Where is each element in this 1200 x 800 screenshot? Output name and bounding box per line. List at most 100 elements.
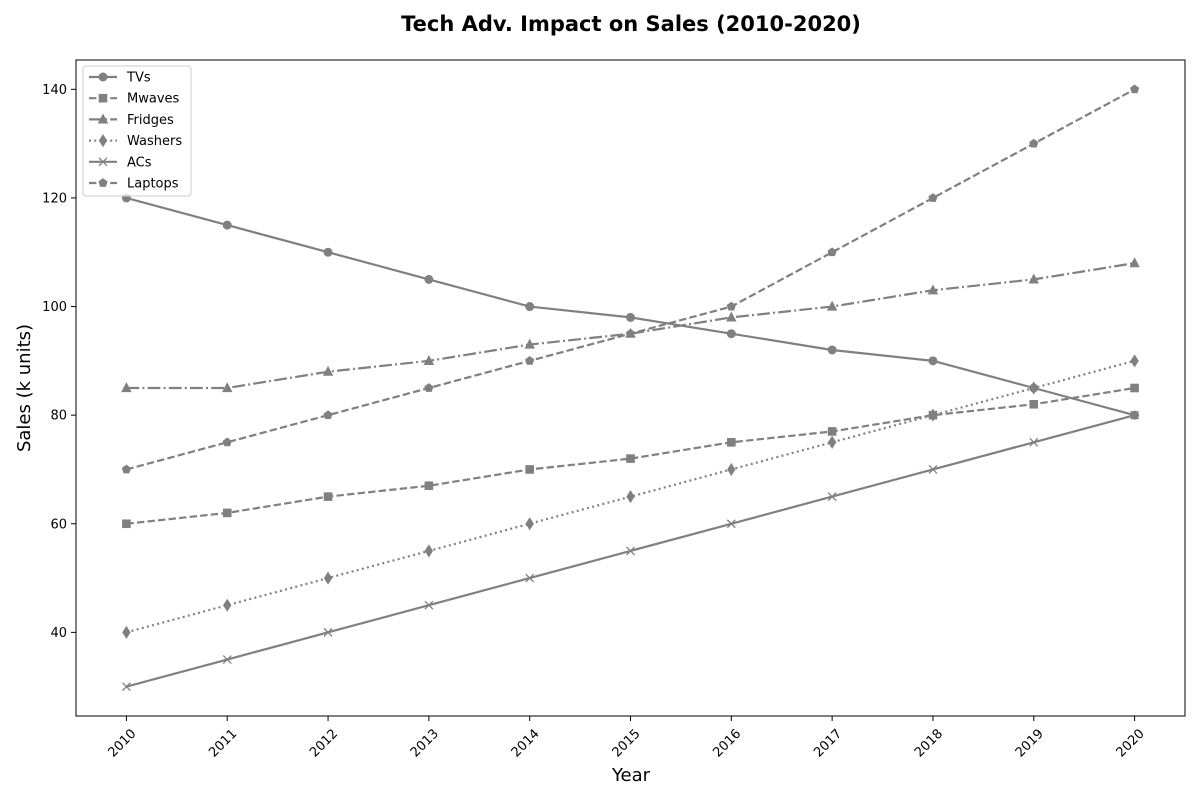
legend-label: Mwaves (127, 92, 180, 107)
legend-marker (98, 134, 108, 148)
data-point-fridges (322, 365, 334, 376)
x-tick-label: 2013 (408, 726, 442, 760)
data-point-washers (323, 571, 333, 585)
data-point-laptops (525, 356, 535, 365)
data-point-acs (1029, 437, 1039, 447)
data-point-washers (223, 598, 232, 612)
data-point-washers (424, 544, 434, 558)
data-point-washers (626, 490, 635, 504)
x-tick-label: 2018 (912, 726, 946, 760)
data-point-mwaves (827, 427, 837, 436)
series-acs (121, 410, 1140, 692)
x-axis-label: Year (611, 765, 651, 786)
data-point-fridges (524, 338, 535, 349)
legend-marker (98, 72, 108, 82)
data-point-fridges (1129, 257, 1140, 268)
x-tick-label: 2011 (206, 726, 240, 760)
y-tick-label: 60 (50, 517, 67, 532)
series-line-washers (126, 359, 1135, 634)
legend-entry-laptops: Laptops (89, 177, 179, 192)
data-point-fridges (1028, 273, 1039, 284)
legend-box (82, 65, 192, 197)
legend-label: ACs (127, 155, 152, 170)
data-point-acs (827, 492, 837, 502)
x-tick-label: 2017 (811, 726, 845, 760)
legend-entry-washers: Washers (89, 134, 182, 149)
legend-label: Fridges (127, 113, 174, 128)
x-tick-label: 2015 (610, 726, 644, 760)
data-point-fridges (927, 284, 939, 295)
y-axis: 40 60 80 100 120 140 (42, 83, 76, 641)
data-point-laptops (323, 410, 333, 420)
legend-marker (98, 178, 108, 187)
data-point-washers (827, 435, 837, 449)
data-point-mwaves (222, 508, 232, 518)
data-point-mwaves (424, 481, 434, 491)
series-layer (121, 84, 1140, 692)
data-point-tvs (525, 302, 535, 312)
data-point-washers (1029, 381, 1038, 395)
legend-entry-fridges: Fridges (89, 113, 174, 128)
data-point-fridges (826, 300, 838, 311)
data-point-acs (222, 655, 232, 664)
data-point-washers (525, 517, 534, 531)
data-point-washers (727, 462, 736, 476)
data-point-laptops (827, 247, 837, 257)
data-point-laptops (625, 328, 636, 338)
data-point-washers (122, 625, 131, 639)
y-tick-label: 100 (42, 300, 67, 315)
data-point-acs (525, 573, 535, 583)
series-washers (122, 354, 1139, 639)
data-point-laptops (726, 301, 736, 311)
data-point-acs (424, 600, 434, 610)
data-point-acs (928, 464, 938, 474)
legend-label: TVs (126, 71, 151, 86)
chart-title: Tech Adv. Impact on Sales (2010-2020) (401, 12, 861, 36)
data-point-acs (323, 627, 333, 637)
data-point-acs (726, 519, 736, 529)
legend-marker (98, 93, 108, 103)
data-point-tvs (323, 247, 333, 257)
data-point-acs (626, 546, 635, 556)
data-point-mwaves (1029, 399, 1039, 409)
x-tick-label: 2016 (710, 726, 744, 760)
data-point-tvs (726, 329, 736, 339)
data-point-tvs (222, 220, 232, 230)
legend: TVs Mwaves Fridges Washers ACs Laptops (82, 65, 192, 197)
series-line-tvs (126, 196, 1135, 417)
x-tick-label: 2020 (1114, 726, 1148, 760)
data-point-fridges (222, 382, 233, 393)
series-line-laptops (126, 88, 1136, 471)
legend-entry-mwaves: Mwaves (89, 92, 180, 107)
y-axis-label: Sales (k units) (14, 324, 35, 452)
x-tick-label: 2019 (1013, 726, 1047, 760)
x-axis: 2010 2011 2012 2013 2014 2015 2016 2017 2018 2019… (105, 716, 1148, 760)
legend-entry-acs: ACs (89, 155, 152, 170)
data-point-laptops (424, 383, 434, 392)
data-point-washers (1130, 354, 1139, 368)
data-point-fridges (121, 382, 132, 393)
data-point-laptops (222, 437, 232, 447)
data-point-washers (928, 408, 938, 422)
data-point-tvs (424, 274, 434, 284)
data-point-mwaves (1130, 383, 1139, 393)
series-laptops (121, 84, 1140, 474)
y-tick-label: 140 (42, 83, 67, 98)
data-point-tvs (626, 312, 635, 322)
series-line-fridges (126, 262, 1135, 390)
plot-frame (75, 59, 1186, 717)
data-point-acs (1130, 410, 1140, 420)
data-point-laptops (121, 464, 131, 474)
legend-marker (97, 113, 109, 124)
legend-label: Washers (127, 134, 182, 149)
data-point-mwaves (626, 454, 635, 463)
data-point-tvs (928, 356, 938, 366)
data-point-laptops (1130, 84, 1140, 94)
data-point-mwaves (727, 438, 736, 447)
data-point-fridges (726, 311, 737, 322)
legend-label: Laptops (127, 177, 179, 192)
data-point-tvs (827, 345, 837, 355)
data-point-laptops (928, 193, 938, 202)
series-tvs (121, 193, 1140, 420)
